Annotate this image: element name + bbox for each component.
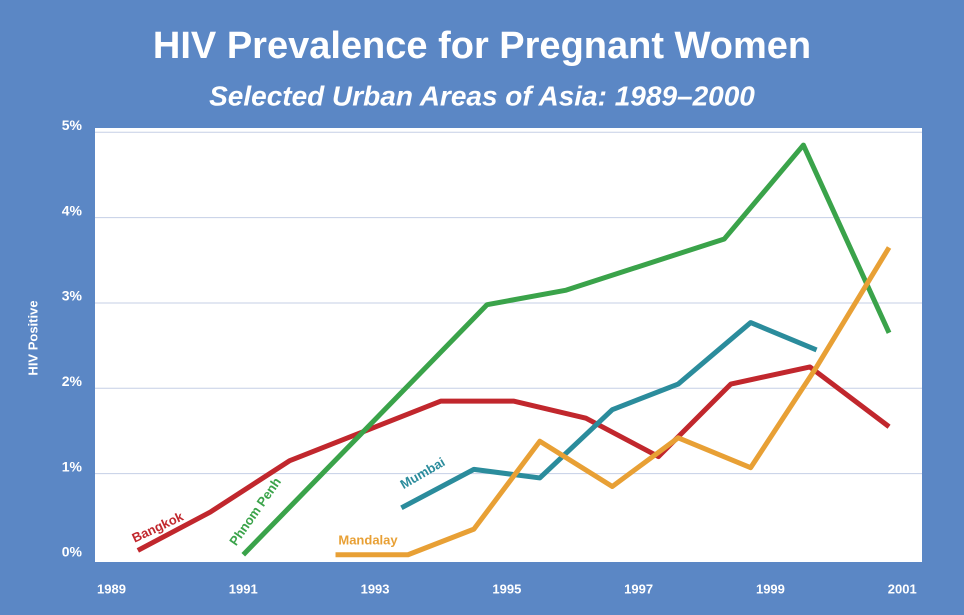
chart-subtitle: Selected Urban Areas of Asia: 1989–2000 — [209, 80, 755, 111]
series-line — [241, 142, 892, 557]
series-line — [400, 320, 818, 511]
y-tick-label: 4% — [62, 202, 83, 218]
x-tick-label: 1989 — [97, 581, 126, 596]
chart-title: HIV Prevalence for Pregnant Women — [153, 25, 811, 67]
series-line — [136, 364, 891, 553]
y-tick-label: 3% — [62, 288, 83, 304]
x-tick-label: 1999 — [756, 581, 785, 596]
x-tick-label: 1993 — [361, 581, 390, 596]
plot-area — [95, 128, 922, 562]
y-axis-label: HIV Positive — [25, 300, 40, 375]
x-tick-label: 1997 — [624, 581, 653, 596]
y-tick-label: 1% — [62, 458, 83, 474]
series-line — [335, 246, 892, 558]
x-tick-label: 1995 — [492, 581, 521, 596]
series-label: Mandalay — [338, 532, 398, 547]
y-tick-label: 2% — [62, 373, 83, 389]
x-tick-label: 2001 — [888, 581, 917, 596]
x-tick-label: 1991 — [229, 581, 258, 596]
y-tick-label: 5% — [62, 117, 83, 133]
y-tick-label: 0% — [62, 544, 83, 560]
